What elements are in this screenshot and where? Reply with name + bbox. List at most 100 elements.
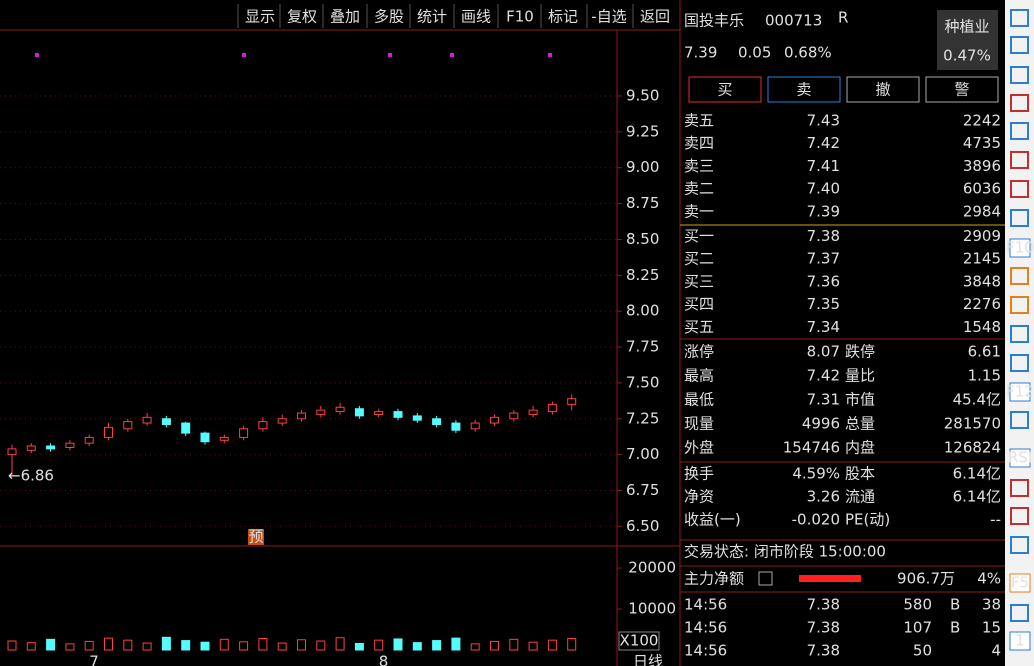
candle-body bbox=[46, 445, 56, 450]
toolbar-button[interactable]: 叠加 bbox=[330, 8, 360, 26]
y-tick-label: 20000 bbox=[628, 559, 676, 577]
sidebar-icon[interactable] bbox=[1010, 479, 1029, 497]
stat-value: 1.15 bbox=[968, 367, 1001, 385]
volume-bar bbox=[84, 640, 94, 651]
sidebar-label[interactable]: RSI bbox=[1008, 449, 1032, 467]
toolbar-button[interactable]: 统计 bbox=[417, 8, 447, 26]
candle-body bbox=[374, 411, 384, 415]
sidebar-icon[interactable] bbox=[1010, 325, 1029, 343]
volume-bar bbox=[393, 638, 403, 651]
trade-button-label[interactable]: 撤 bbox=[875, 81, 890, 99]
sidebar-icon[interactable] bbox=[1010, 180, 1029, 198]
sidebar-label[interactable]: F12 bbox=[1006, 383, 1034, 401]
period-tab[interactable]: 日线 bbox=[633, 653, 663, 666]
y-tick-label: 9.50 bbox=[626, 86, 659, 104]
sidebar-icon[interactable] bbox=[1010, 9, 1029, 27]
trade-button-label[interactable]: 买 bbox=[717, 81, 732, 99]
stat-label: 现量 bbox=[684, 415, 714, 433]
candle-body bbox=[161, 418, 171, 425]
sidebar-icon[interactable] bbox=[1010, 209, 1029, 227]
sidebar-label[interactable]: F5 bbox=[1011, 574, 1029, 592]
candle-body bbox=[104, 426, 113, 438]
candle-body bbox=[123, 421, 133, 430]
sidebar bbox=[1005, 0, 1034, 666]
stat-value: 4.59% bbox=[792, 465, 840, 483]
stat-value: 4996 bbox=[802, 415, 840, 433]
stat-value: 45.4亿 bbox=[953, 391, 1001, 409]
sidebar-icon[interactable] bbox=[1009, 448, 1031, 468]
sidebar-icon[interactable] bbox=[1010, 536, 1029, 554]
toolbar-button[interactable]: 复权 bbox=[287, 8, 317, 26]
y-tick-label: 7.75 bbox=[626, 338, 659, 356]
book-price: 7.36 bbox=[807, 272, 840, 290]
stat-label: 市值 bbox=[845, 391, 875, 409]
book-label: 买四 bbox=[684, 295, 714, 313]
trade-button-label[interactable]: 卖 bbox=[796, 81, 811, 99]
book-volume: 2145 bbox=[963, 250, 1001, 268]
volume-bar bbox=[104, 637, 113, 651]
trade-price: 7.38 bbox=[807, 642, 840, 660]
trade-price: 7.38 bbox=[807, 596, 840, 614]
sidebar-icon[interactable] bbox=[1010, 151, 1029, 169]
sidebar-icon[interactable] bbox=[1010, 604, 1029, 622]
flow-value: 906.7万 bbox=[897, 570, 955, 588]
candle-body bbox=[470, 422, 480, 430]
candle-body bbox=[354, 408, 364, 417]
sidebar-icon[interactable] bbox=[1010, 94, 1029, 112]
toolbar-button[interactable]: 显示 bbox=[245, 8, 275, 26]
sidebar-icon[interactable] bbox=[1010, 122, 1029, 140]
book-price: 7.37 bbox=[807, 250, 840, 268]
volume-bar bbox=[161, 636, 171, 651]
candle-body bbox=[7, 448, 17, 456]
sidebar-icon[interactable] bbox=[1009, 238, 1031, 258]
y-tick-label: 8.00 bbox=[626, 302, 659, 320]
stat-value: 6.14亿 bbox=[953, 488, 1001, 506]
trade-button[interactable] bbox=[925, 76, 999, 103]
y-tick-label: 9.00 bbox=[626, 158, 659, 176]
toolbar-button[interactable]: 画线 bbox=[461, 8, 491, 26]
stat-label: 内盘 bbox=[845, 439, 875, 457]
toolbar-button[interactable]: -自选 bbox=[591, 8, 626, 26]
candle-body bbox=[490, 416, 499, 424]
sidebar-icon[interactable] bbox=[1010, 507, 1029, 525]
trade-button[interactable] bbox=[688, 76, 762, 103]
candle-body bbox=[528, 409, 538, 415]
sidebar-icon[interactable] bbox=[1010, 296, 1029, 314]
sidebar-icon[interactable] bbox=[1009, 573, 1031, 593]
toolbar-button[interactable]: 多股 bbox=[374, 8, 404, 26]
sidebar-icon[interactable] bbox=[1010, 66, 1029, 84]
volume-bar bbox=[65, 643, 75, 651]
book-price: 7.40 bbox=[807, 180, 840, 198]
book-price: 7.39 bbox=[807, 202, 840, 220]
trade-button[interactable] bbox=[846, 76, 920, 103]
sidebar-label[interactable]: 1 bbox=[1015, 632, 1025, 650]
book-price: 7.38 bbox=[807, 227, 840, 245]
y-tick-label: 6.50 bbox=[626, 517, 659, 535]
volume-bar bbox=[142, 642, 152, 651]
sector-box[interactable] bbox=[937, 10, 998, 70]
sidebar-icon[interactable] bbox=[1010, 267, 1029, 285]
sidebar-label[interactable]: F10 bbox=[1006, 239, 1034, 257]
volume-bar bbox=[335, 637, 345, 651]
y-tick-label: 9.25 bbox=[626, 122, 659, 140]
toolbar-button[interactable]: 标记 bbox=[548, 8, 578, 26]
sector: 种植业 bbox=[944, 18, 989, 36]
sidebar-icon[interactable] bbox=[1010, 354, 1029, 372]
volume-bar bbox=[277, 642, 287, 651]
book-label: 卖一 bbox=[684, 202, 714, 220]
sidebar-icon[interactable] bbox=[1009, 382, 1031, 402]
trade-button[interactable] bbox=[767, 76, 841, 103]
trade-count: 38 bbox=[982, 596, 1001, 614]
sidebar-icon[interactable] bbox=[1010, 36, 1029, 54]
trade-button-label[interactable]: 警 bbox=[954, 81, 969, 99]
sidebar-icon[interactable] bbox=[1010, 411, 1029, 429]
flow-icon[interactable] bbox=[758, 571, 773, 586]
volume-bar bbox=[123, 639, 133, 651]
book-label: 卖五 bbox=[684, 112, 714, 130]
toolbar-button[interactable]: F10 bbox=[506, 8, 534, 26]
toolbar-button[interactable]: 返回 bbox=[640, 8, 670, 26]
marker-dot bbox=[548, 53, 552, 57]
sidebar-icon[interactable] bbox=[1009, 631, 1031, 651]
